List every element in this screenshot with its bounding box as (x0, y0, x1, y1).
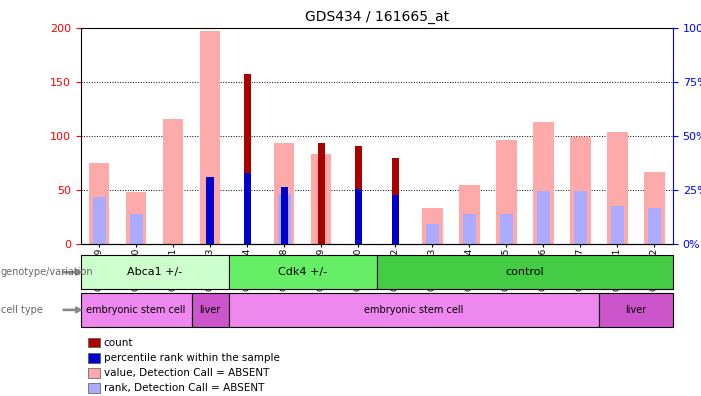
Text: Abca1 +/-: Abca1 +/- (127, 267, 182, 277)
Bar (130, 214, 142, 244)
Bar (280, 187, 288, 244)
Bar (611, 206, 624, 244)
Bar (274, 143, 294, 244)
Bar (81, 255, 229, 289)
Text: liver: liver (200, 305, 221, 315)
Bar (311, 154, 332, 244)
Text: genotype/variation: genotype/variation (1, 267, 93, 277)
Bar (422, 208, 442, 244)
Text: liver: liver (625, 305, 646, 315)
Bar (377, 255, 673, 289)
Text: value, Detection Call = ABSENT: value, Detection Call = ABSENT (104, 367, 269, 378)
Bar (355, 147, 362, 244)
Bar (243, 74, 251, 244)
Bar (533, 122, 554, 244)
Text: Cdk4 +/-: Cdk4 +/- (278, 267, 327, 277)
Bar (191, 293, 229, 327)
Bar (93, 197, 106, 244)
Bar (500, 214, 513, 244)
Text: control: control (505, 267, 544, 277)
Bar (126, 192, 147, 244)
Bar (207, 177, 214, 244)
Text: count: count (104, 337, 133, 348)
Bar (570, 137, 590, 244)
Bar (648, 208, 661, 244)
Bar (496, 140, 517, 244)
Bar (229, 255, 377, 289)
Text: rank, Detection Call = ABSENT: rank, Detection Call = ABSENT (104, 383, 264, 393)
Bar (426, 224, 439, 244)
Bar (459, 185, 479, 244)
Bar (463, 214, 476, 244)
Bar (537, 190, 550, 244)
Bar (355, 188, 362, 244)
Bar (200, 31, 220, 244)
Bar (392, 158, 399, 244)
Text: cell type: cell type (1, 305, 43, 315)
Bar (599, 293, 673, 327)
Bar (644, 172, 665, 244)
Bar (574, 190, 587, 244)
Text: embryonic stem cell: embryonic stem cell (364, 305, 463, 315)
Bar (607, 132, 627, 244)
Bar (243, 173, 251, 244)
Bar (318, 143, 325, 244)
Bar (81, 293, 191, 327)
Title: GDS434 / 161665_at: GDS434 / 161665_at (305, 10, 449, 24)
Text: embryonic stem cell: embryonic stem cell (86, 305, 186, 315)
Bar (278, 194, 291, 244)
Bar (163, 120, 184, 244)
Bar (229, 293, 599, 327)
Bar (392, 195, 399, 244)
Text: percentile rank within the sample: percentile rank within the sample (104, 352, 280, 363)
Bar (89, 163, 109, 244)
